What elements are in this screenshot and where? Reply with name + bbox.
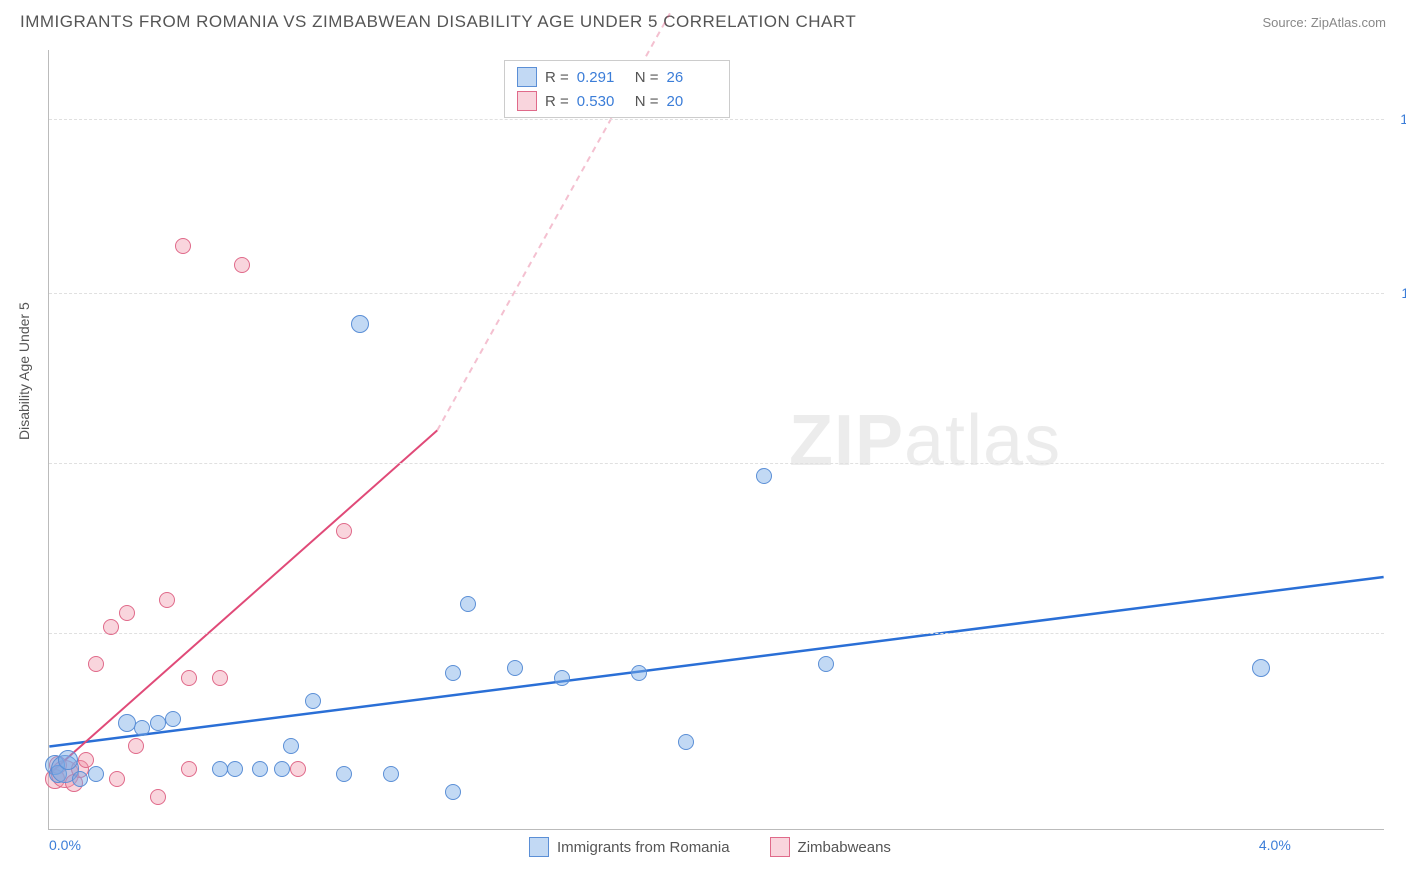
r-value-pink: 0.530 [577,93,627,110]
r-label: R = [545,69,569,86]
scatter-point-blue [58,750,78,770]
gridline [49,293,1384,294]
scatter-point-blue [336,766,352,782]
scatter-point-blue [274,761,290,777]
scatter-point-blue [134,720,150,736]
source-label: Source: ZipAtlas.com [1262,15,1386,30]
n-value-blue: 26 [667,69,717,86]
scatter-point-pink [159,592,175,608]
legend-item-pink: Zimbabweans [770,837,891,857]
scatter-point-pink [88,656,104,672]
stats-row-blue: R = 0.291 N = 26 [517,65,717,89]
scatter-point-blue [283,738,299,754]
gridline [49,463,1384,464]
stats-row-pink: R = 0.530 N = 20 [517,89,717,113]
bottom-legend: Immigrants from Romania Zimbabweans [529,837,891,857]
scatter-point-blue [252,761,268,777]
scatter-point-blue [72,771,88,787]
scatter-point-blue [88,766,104,782]
scatter-point-blue [445,784,461,800]
swatch-blue [517,67,537,87]
scatter-point-blue [631,665,647,681]
legend-label-blue: Immigrants from Romania [557,839,730,856]
scatter-point-blue [212,761,228,777]
scatter-point-blue [305,693,321,709]
swatch-pink [517,91,537,111]
scatter-point-pink [212,670,228,686]
x-tick-label: 0.0% [49,837,81,853]
scatter-point-blue [460,596,476,612]
r-label: R = [545,93,569,110]
gridline [49,633,1384,634]
trend-lines-layer [49,50,1384,829]
scatter-point-blue [118,714,136,732]
swatch-blue [529,837,549,857]
scatter-point-pink [181,761,197,777]
scatter-point-pink [128,738,144,754]
scatter-point-blue [554,670,570,686]
scatter-point-pink [181,670,197,686]
scatter-point-pink [290,761,306,777]
y-tick-label: 15.0% [1400,111,1406,127]
scatter-point-blue [1252,659,1270,677]
scatter-point-blue [756,468,772,484]
scatter-point-blue [383,766,399,782]
scatter-point-blue [507,660,523,676]
legend-item-blue: Immigrants from Romania [529,837,730,857]
chart-plot-area: ZIPatlas R = 0.291 N = 26 R = 0.530 N = … [48,50,1384,830]
chart-title: IMMIGRANTS FROM ROMANIA VS ZIMBABWEAN DI… [20,12,856,32]
scatter-point-blue [818,656,834,672]
y-axis-title: Disability Age Under 5 [16,302,32,440]
swatch-pink [770,837,790,857]
n-value-pink: 20 [667,93,717,110]
scatter-point-pink [109,771,125,787]
scatter-point-blue [165,711,181,727]
correlation-stats-box: R = 0.291 N = 26 R = 0.530 N = 20 [504,60,730,118]
n-label: N = [635,93,659,110]
scatter-point-blue [678,734,694,750]
scatter-point-blue [227,761,243,777]
legend-label-pink: Zimbabweans [798,839,891,856]
r-value-blue: 0.291 [577,69,627,86]
scatter-point-pink [119,605,135,621]
scatter-point-blue [351,315,369,333]
y-tick-label: 11.2% [1401,285,1406,301]
scatter-point-blue [150,715,166,731]
scatter-point-pink [336,523,352,539]
n-label: N = [635,69,659,86]
gridline [49,119,1384,120]
scatter-point-pink [103,619,119,635]
scatter-point-pink [234,257,250,273]
scatter-point-pink [150,789,166,805]
scatter-point-blue [445,665,461,681]
scatter-point-pink [175,238,191,254]
x-tick-label: 4.0% [1259,837,1291,853]
trend-line [49,577,1383,747]
